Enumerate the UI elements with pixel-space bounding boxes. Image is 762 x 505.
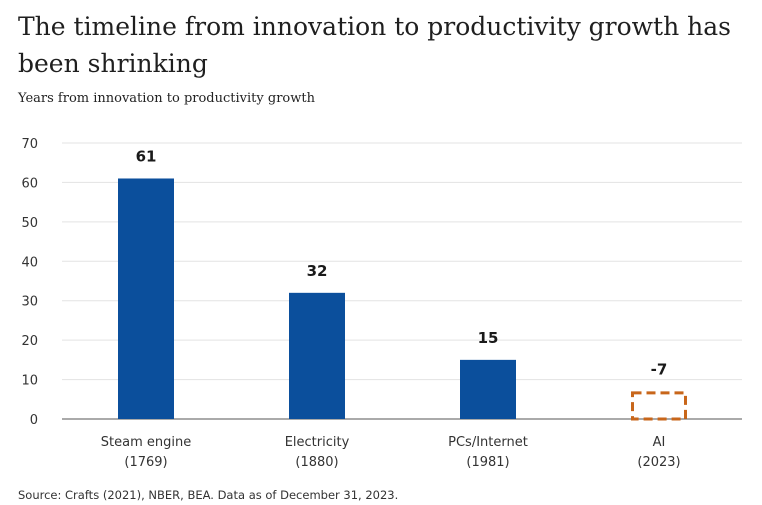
y-tick-label: 50 xyxy=(21,216,38,231)
y-tick-label: 20 xyxy=(21,334,38,349)
bar-electricity xyxy=(289,292,345,419)
y-tick-label: 70 xyxy=(21,137,38,152)
category-year-label: (2023) xyxy=(637,455,680,470)
bars xyxy=(118,178,687,421)
bar-pcs-internet xyxy=(460,359,516,419)
category-labels: Steam engine (1769) Electricity (1880) PCs/I… xyxy=(101,435,681,470)
data-labels: 61 32 15 -7 xyxy=(136,147,668,378)
category-label: PCs/Internet xyxy=(448,435,528,450)
source-note: Source: Crafts (2021), NBER, BEA. Data a… xyxy=(18,488,399,502)
grid-lines xyxy=(62,142,742,420)
y-tick-label: 10 xyxy=(21,374,38,389)
y-tick-label: 30 xyxy=(21,295,38,310)
category-year-label: (1880) xyxy=(295,455,338,470)
y-tick-label: 40 xyxy=(21,255,38,270)
bar-ai-projected xyxy=(631,391,687,421)
category-label: Electricity xyxy=(285,435,350,450)
data-label: 15 xyxy=(478,329,499,347)
y-tick-label: 60 xyxy=(21,176,38,191)
chart-subtitle: Years from innovation to productivity gr… xyxy=(18,91,315,106)
category-label: Steam engine xyxy=(101,435,191,450)
data-label: -7 xyxy=(651,360,668,378)
data-label: 61 xyxy=(136,147,157,165)
category-year-label: (1981) xyxy=(466,455,509,470)
data-label: 32 xyxy=(307,262,328,280)
bar-steam-engine xyxy=(118,178,174,419)
y-axis-ticks: 0 10 20 30 40 50 60 70 xyxy=(21,137,38,428)
category-year-label: (1769) xyxy=(124,455,167,470)
category-label: AI xyxy=(653,435,666,450)
y-tick-label: 0 xyxy=(30,413,38,428)
chart-title: The timeline from innovation to producti… xyxy=(18,12,731,78)
bar-chart: 0 10 20 30 40 50 60 70 61 32 15 -7 Steam engine (17… xyxy=(21,137,742,470)
